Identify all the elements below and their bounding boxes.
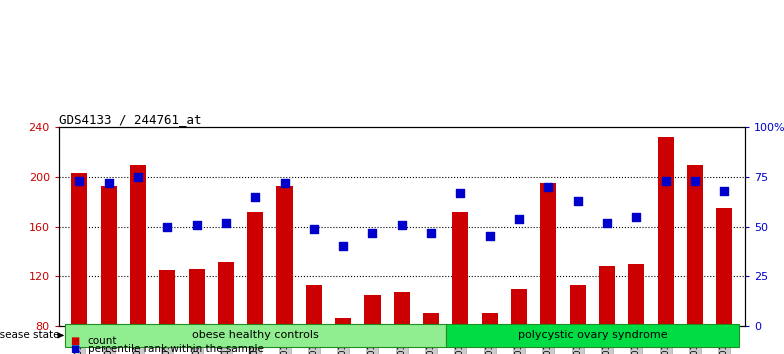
Bar (71, 173, 87, 326)
Text: GDS4133 / 244761_at: GDS4133 / 244761_at (59, 113, 201, 126)
Point (161, 224, 173, 229)
Point (425, 230, 437, 235)
Bar (570, 285, 586, 326)
Point (601, 220, 613, 225)
Text: count: count (88, 336, 118, 346)
Bar (452, 212, 469, 326)
Point (454, 190, 466, 196)
Bar (159, 270, 176, 326)
Bar (130, 165, 146, 326)
Point (630, 214, 643, 219)
Text: percentile rank within the sample: percentile rank within the sample (88, 344, 263, 354)
Bar (247, 212, 263, 326)
Point (220, 220, 232, 225)
Point (337, 244, 350, 249)
Text: polycystic ovary syndrome: polycystic ovary syndrome (517, 330, 667, 341)
Point (484, 234, 496, 239)
Bar (628, 264, 644, 326)
Point (572, 198, 584, 204)
Bar (687, 165, 703, 326)
Bar (423, 313, 439, 326)
Bar (64, 324, 446, 347)
Bar (481, 313, 498, 326)
Bar (511, 289, 527, 326)
Bar (446, 324, 739, 347)
Text: disease state: disease state (0, 330, 59, 341)
Bar (540, 183, 557, 326)
Point (73, 178, 85, 184)
Text: ■: ■ (71, 336, 80, 346)
Bar (100, 185, 117, 326)
Bar (277, 185, 292, 326)
Point (542, 184, 554, 190)
Point (103, 180, 115, 186)
Point (688, 178, 701, 184)
Bar (335, 318, 351, 326)
Bar (658, 137, 673, 326)
Point (366, 230, 379, 235)
Point (718, 188, 731, 194)
Point (278, 180, 291, 186)
Text: ■: ■ (71, 344, 80, 354)
Point (249, 194, 262, 200)
Point (659, 178, 672, 184)
Bar (218, 263, 234, 326)
Bar (188, 269, 205, 326)
Point (395, 222, 408, 227)
Point (513, 216, 525, 222)
Bar (599, 266, 615, 326)
Bar (717, 208, 732, 326)
Text: obese healthy controls: obese healthy controls (192, 330, 318, 341)
Point (307, 226, 320, 232)
Bar (394, 292, 410, 326)
Point (191, 222, 203, 227)
Bar (365, 295, 380, 326)
Bar (306, 285, 322, 326)
Point (132, 174, 144, 180)
